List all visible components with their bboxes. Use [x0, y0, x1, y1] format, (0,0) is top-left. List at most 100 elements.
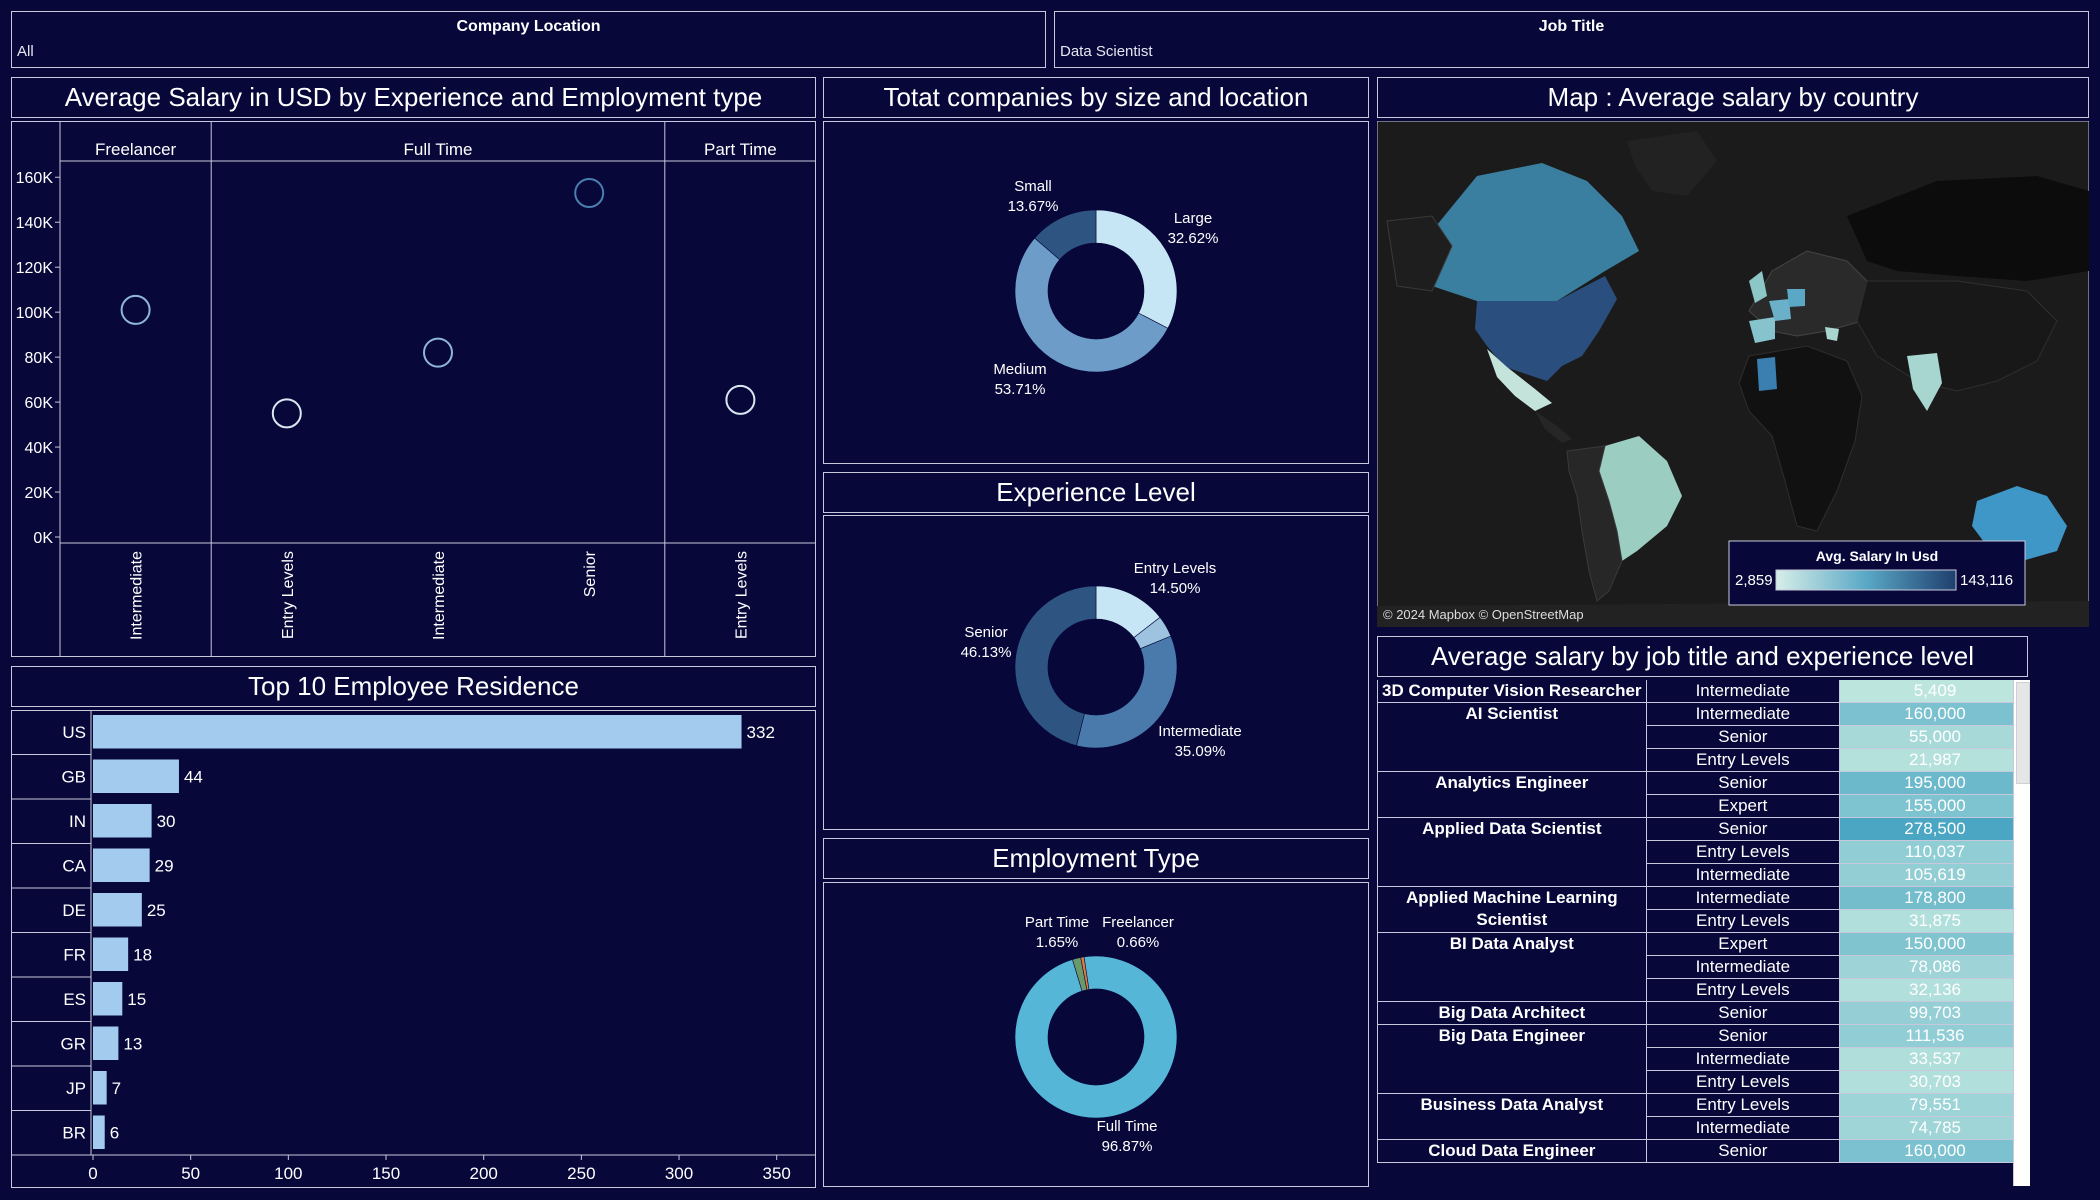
- panel-header: Full Time: [404, 140, 473, 159]
- bar-value-label: 18: [133, 945, 152, 964]
- map-north-africa-country: [1757, 357, 1777, 391]
- x-tick-label: 100: [274, 1164, 302, 1183]
- job-title-label: Job Title: [1538, 18, 1605, 35]
- map-africa: [1738, 345, 1863, 532]
- x-category-label: Intermediate: [431, 551, 448, 640]
- table-row: Big Data Engineer Senior 111,536: [1377, 1024, 2030, 1094]
- salary-cell: 5,409: [1839, 680, 2030, 703]
- salary-cell: 155,000: [1839, 794, 2030, 818]
- bar: [93, 804, 152, 838]
- bar-category-label: US: [62, 723, 86, 742]
- map-central-america: [1535, 411, 1572, 443]
- experience-cell: Senior: [1646, 725, 1841, 749]
- bar: [93, 1026, 119, 1060]
- map-antarctica: [1377, 601, 2089, 627]
- bar: [93, 848, 150, 882]
- experience-cell: Entry Levels: [1646, 840, 1841, 864]
- y-tick-label: 140K: [16, 215, 54, 232]
- map-south-america-west: [1566, 445, 1623, 602]
- donut-slice: [1095, 209, 1178, 329]
- scatter-point: [120, 294, 151, 325]
- donut-label: Senior: [964, 624, 1007, 641]
- table-row: Entry Levels 32,136: [1378, 978, 2030, 1002]
- donut-value: 35.09%: [1175, 743, 1226, 760]
- donut-label: Entry Levels: [1134, 560, 1217, 577]
- map-spain: [1749, 317, 1775, 343]
- bar-value-label: 25: [147, 901, 166, 920]
- x-tick-label: 250: [567, 1164, 595, 1183]
- experience-cell: Entry Levels: [1646, 748, 1841, 772]
- table-scrollbar[interactable]: [2013, 680, 2030, 1186]
- salary-cell: 79,551: [1839, 1093, 2030, 1117]
- salary-cell: 78,086: [1839, 955, 2030, 979]
- bar-value-label: 15: [127, 990, 146, 1009]
- table-row: Intermediate 105,619: [1378, 863, 2030, 887]
- salary-cell: 150,000: [1839, 932, 2030, 956]
- table-scrollbar-thumb[interactable]: [2016, 682, 2030, 784]
- donut-label: Small: [1014, 178, 1052, 195]
- experience-cell: Senior: [1646, 1024, 1841, 1048]
- y-tick-label: 120K: [16, 260, 54, 277]
- experience-cell: Entry Levels: [1646, 909, 1841, 933]
- world-map[interactable]: © 2024 Mapbox © OpenStreetMap Avg. Salar…: [1377, 121, 2089, 627]
- experience-cell: Entry Levels: [1646, 1070, 1841, 1094]
- panel-header: Freelancer: [95, 140, 177, 159]
- table-row: Business Data Analyst Entry Levels 79,551: [1377, 1093, 2030, 1140]
- donut-slice: [1014, 955, 1178, 1119]
- experience-cell: Senior: [1646, 1139, 1841, 1163]
- salary-cell: 110,037: [1839, 840, 2030, 864]
- job-title-value[interactable]: Data Scientist: [1060, 43, 1153, 60]
- company-location-value[interactable]: All: [17, 43, 34, 60]
- donut-value: 0.66%: [1117, 934, 1160, 951]
- donut-label: Full Time: [1097, 1118, 1158, 1135]
- experience-cell: Intermediate: [1646, 863, 1841, 887]
- map-germany: [1787, 289, 1805, 307]
- map-legend-max: 143,116: [1960, 572, 2013, 589]
- bar: [93, 982, 123, 1016]
- table-row: Intermediate 78,086: [1378, 955, 2030, 979]
- experience-cell: Senior: [1646, 817, 1841, 841]
- salary-cell: 160,000: [1839, 702, 2030, 726]
- job-title-cell: AI Scientist: [1377, 702, 1647, 772]
- company-location-label: Company Location: [456, 18, 601, 35]
- job-title-cell: Applied Machine Learning Scientist: [1377, 886, 1647, 933]
- y-tick-label: 80K: [25, 350, 54, 367]
- bar-value-label: 30: [157, 812, 176, 831]
- bar-category-label: GB: [61, 767, 86, 786]
- x-tick-label: 0: [88, 1164, 97, 1183]
- bar: [93, 759, 179, 793]
- donut-slice: [1076, 635, 1178, 749]
- experience-title: Experience Level: [823, 472, 1369, 513]
- donut-value: 53.71%: [995, 381, 1046, 398]
- scatter-point: [423, 337, 453, 368]
- map-uk: [1749, 271, 1767, 303]
- salary-cell: 31,875: [1839, 909, 2030, 933]
- job-title-cell: BI Data Analyst: [1377, 932, 1647, 1002]
- bar-category-label: FR: [63, 945, 86, 964]
- bar: [93, 1115, 105, 1149]
- experience-cell: Senior: [1646, 1001, 1841, 1025]
- donut-slice: [1014, 585, 1097, 746]
- bar-category-label: BR: [62, 1123, 86, 1142]
- table-row: 3D Computer Vision Researcher Intermediat…: [1377, 680, 2030, 703]
- y-tick-label: 20K: [25, 485, 54, 502]
- bar-value-label: 6: [110, 1123, 119, 1142]
- map-legend-gradient: [1775, 569, 1957, 591]
- experience-cell: Expert: [1646, 794, 1841, 818]
- job-title-cell: Applied Data Scientist: [1377, 817, 1647, 887]
- map-usa: [1475, 276, 1617, 381]
- salary-cell: 195,000: [1839, 771, 2030, 795]
- bar: [93, 715, 742, 749]
- table-row: Expert 155,000: [1378, 794, 2030, 818]
- bar-value-label: 44: [184, 767, 203, 786]
- salary-cell: 160,000: [1839, 1139, 2030, 1163]
- table-row: Entry Levels 31,875: [1378, 909, 2030, 933]
- x-tick-label: 350: [763, 1164, 791, 1183]
- residence-bar-chart: US 332 GB 44 IN 30 CA 29 DE 25 FR 18 ES 15 GR 13 JP 7 BR 6 0…: [11, 710, 816, 1188]
- table-row: Big Data Architect Senior 99,703: [1377, 1001, 2030, 1025]
- company-location-filter[interactable]: Company Location All: [11, 11, 1046, 68]
- scatter-point: [725, 384, 756, 415]
- job-title-filter[interactable]: Job Title Data Scientist: [1054, 11, 2089, 68]
- x-tick-label: 200: [469, 1164, 497, 1183]
- map-greece: [1825, 327, 1839, 341]
